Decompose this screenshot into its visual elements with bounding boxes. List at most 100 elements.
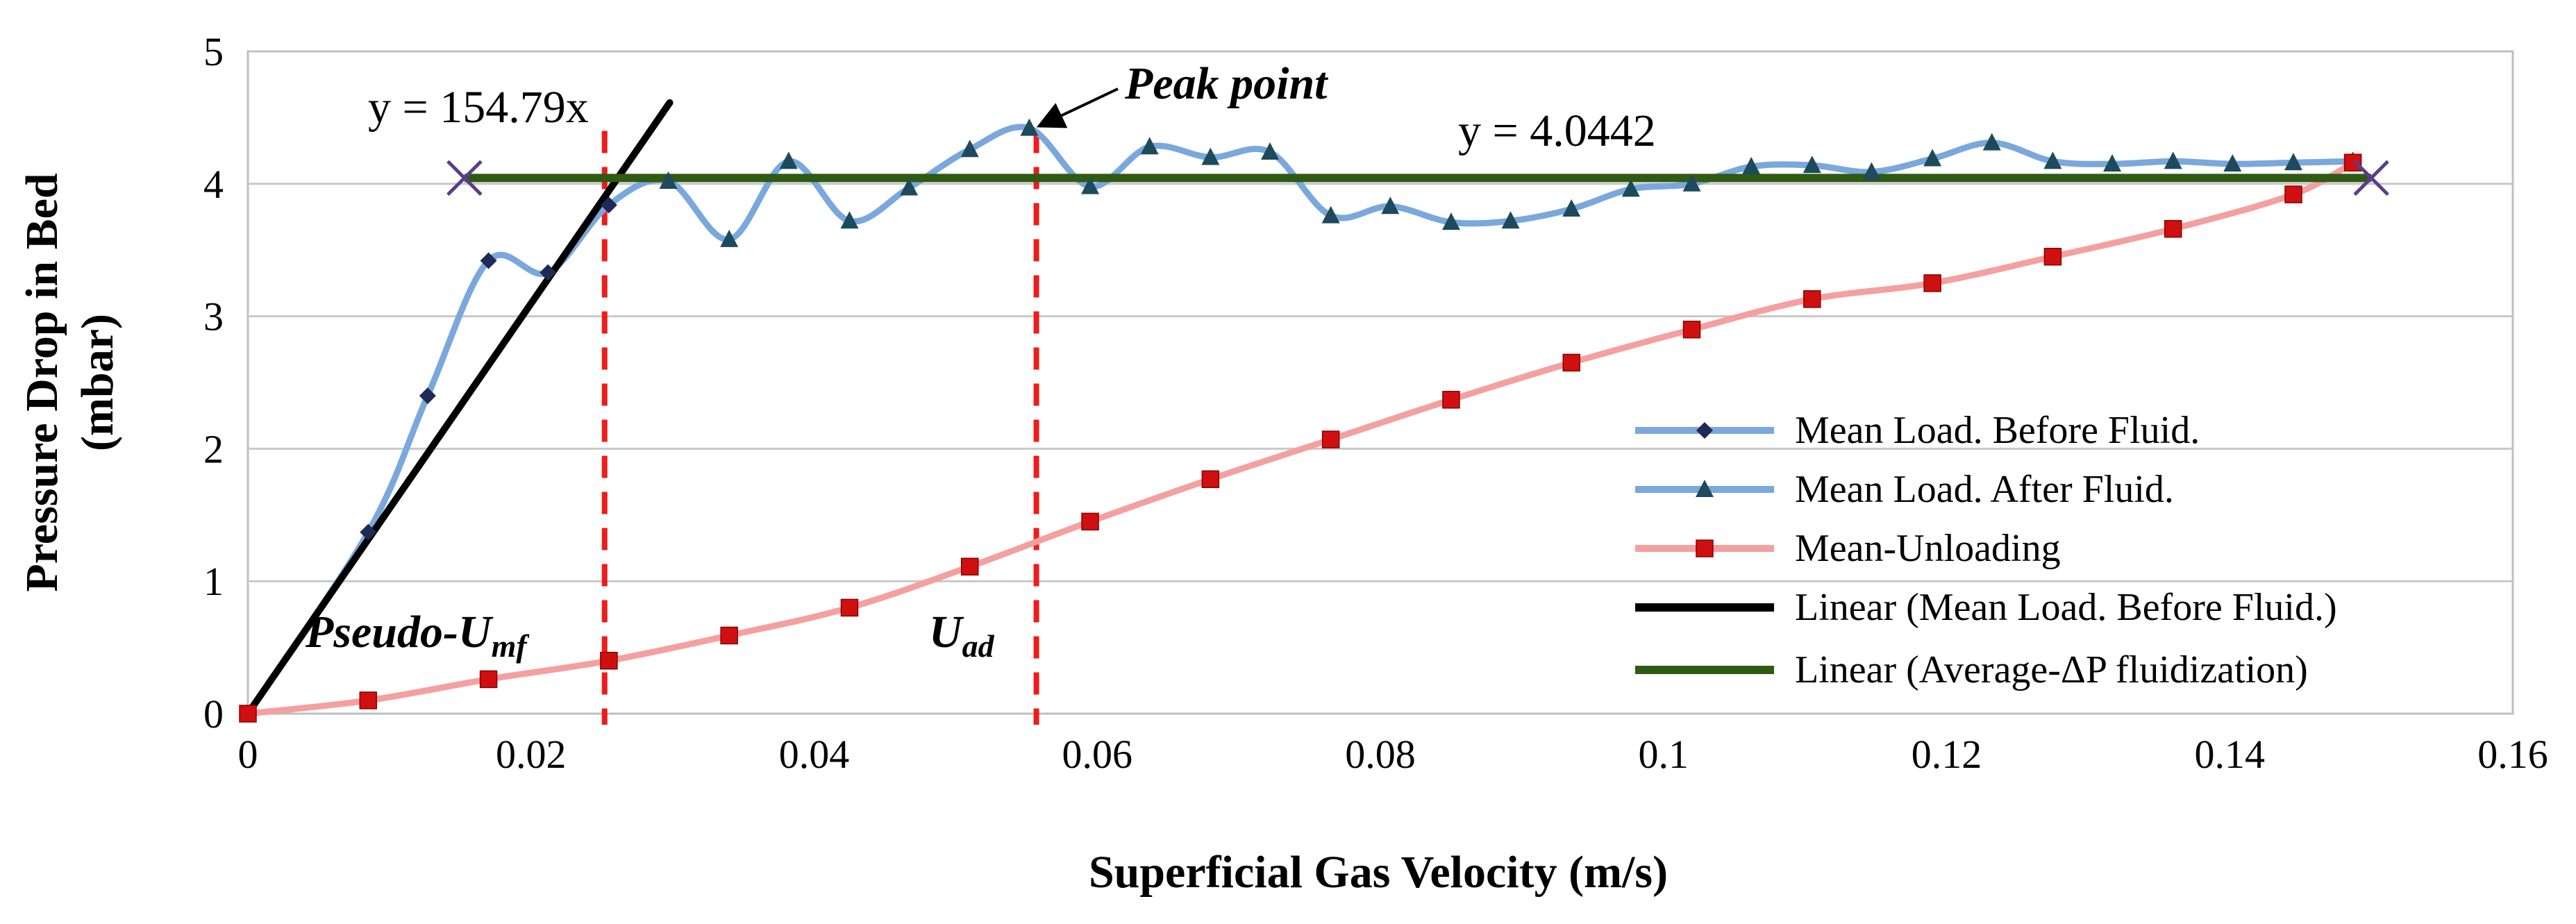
- marker-after-fluid: [1020, 118, 1039, 136]
- peak-point-label: Peak point: [1124, 58, 1328, 109]
- marker-unloading: [1562, 353, 1580, 372]
- marker-unloading: [720, 626, 738, 645]
- y-axis-title: Pressure Drop in Bed (mbar): [17, 173, 123, 591]
- pseudo-umf-label-sub: mf: [492, 628, 530, 664]
- marker-before-fluid: [540, 264, 557, 281]
- marker-after-fluid: [2103, 154, 2122, 172]
- marker-unloading: [1682, 320, 1701, 339]
- pseudo-umf-label: Pseudo-Umf: [305, 607, 530, 664]
- marker-after-fluid: [1381, 196, 1400, 215]
- marker-after-fluid: [2164, 151, 2182, 169]
- uad-label-main: U: [929, 607, 964, 657]
- x-tick-label: 0.08: [1345, 732, 1416, 777]
- marker-after-fluid: [1140, 137, 1159, 155]
- legend-label-linear-average: Linear (Average-ΔP fluidization): [1795, 648, 2308, 691]
- marker-unloading: [2284, 185, 2302, 203]
- marker-before-fluid: [360, 523, 377, 541]
- series-markers: [239, 118, 2389, 723]
- cross-marker-start: [446, 160, 483, 196]
- marker-unloading: [2164, 219, 2182, 238]
- marker-unloading: [2343, 153, 2362, 172]
- x-tick-label: 0.14: [2195, 732, 2266, 777]
- marker-after-fluid: [960, 140, 979, 158]
- y-tick-label: 1: [203, 559, 224, 604]
- marker-after-fluid: [2043, 151, 2062, 169]
- marker-after-fluid: [840, 211, 859, 229]
- x-tick-label: 0.1: [1639, 732, 1689, 777]
- marker-after-fluid: [1501, 211, 1520, 229]
- legend-marker-before-fluid: [1696, 422, 1713, 439]
- legend-marker-after-fluid: [1696, 480, 1714, 497]
- legend-label-before-fluid: Mean Load. Before Fluid.: [1795, 409, 2200, 452]
- trendline-linear-before-fluid: [244, 99, 674, 717]
- x-tick-label: 0.06: [1062, 732, 1133, 777]
- cross-marker-stroke: [446, 160, 483, 196]
- marker-after-fluid: [1441, 212, 1460, 230]
- marker-before-fluid: [480, 252, 497, 269]
- marker-after-fluid: [1321, 205, 1340, 224]
- marker-after-fluid: [1862, 162, 1881, 180]
- legend-marker-unloading: [1696, 539, 1714, 557]
- marker-after-fluid: [1923, 149, 1942, 167]
- marker-after-fluid: [1562, 199, 1581, 217]
- marker-after-fluid: [900, 178, 919, 196]
- marker-unloading: [239, 705, 257, 723]
- marker-after-fluid: [1621, 179, 1640, 197]
- legend-label-unloading: Mean-Unloading: [1795, 527, 2061, 570]
- trend-lines: [244, 99, 2372, 717]
- x-axis-ticks: 0 0.02 0.04 0.06 0.08 0.1 0.12 0.14 0.16: [238, 732, 2548, 777]
- x-tick-label: 0.16: [2477, 732, 2548, 777]
- marker-after-fluid: [1803, 156, 1821, 174]
- cross-marker-end: [2353, 160, 2389, 196]
- y-tick-label: 3: [203, 294, 224, 339]
- peak-point-arrow: [1036, 87, 1119, 128]
- marker-unloading: [1442, 391, 1460, 409]
- marker-after-fluid: [1982, 133, 2001, 151]
- marker-after-fluid: [1081, 176, 1100, 194]
- marker-unloading: [1321, 430, 1340, 448]
- cross-marker-stroke: [2353, 160, 2389, 196]
- uad-label: Uad: [929, 607, 995, 664]
- y-tick-label: 2: [203, 426, 224, 471]
- legend-entry-linear-before-fluid: Linear (Mean Load. Before Fluid.): [1635, 586, 2337, 629]
- marker-after-fluid: [2284, 153, 2302, 171]
- marker-unloading: [600, 651, 618, 670]
- marker-after-fluid: [1260, 142, 1279, 160]
- marker-unloading: [1803, 290, 1821, 308]
- constant-equation-label: y = 4.0442: [1458, 106, 1656, 156]
- marker-unloading: [479, 670, 498, 689]
- vertical-reference-lines: [601, 131, 1039, 725]
- y-axis-title-line2: (mbar): [72, 314, 123, 451]
- marker-after-fluid: [720, 229, 739, 247]
- marker-before-fluid: [600, 196, 617, 214]
- y-tick-label: 5: [203, 29, 224, 74]
- marker-after-fluid: [1682, 174, 1701, 192]
- marker-unloading: [840, 598, 859, 617]
- marker-before-fluid: [419, 387, 436, 405]
- x-tick-label: 0.02: [496, 732, 567, 777]
- marker-unloading: [1923, 274, 1941, 292]
- pseudo-umf-label-main: Pseudo-U: [305, 607, 494, 657]
- legend-label-linear-before-fluid: Linear (Mean Load. Before Fluid.): [1795, 586, 2337, 629]
- legend-entry-unloading: Mean-Unloading: [1635, 527, 2061, 570]
- x-tick-label: 0.12: [1912, 732, 1982, 777]
- marker-after-fluid: [1201, 147, 1220, 165]
- marker-unloading: [359, 691, 378, 709]
- y-tick-label: 0: [203, 691, 224, 737]
- legend-entry-after-fluid: Mean Load. After Fluid.: [1635, 468, 2174, 511]
- legend-entry-before-fluid: Mean Load. Before Fluid.: [1635, 409, 2200, 452]
- marker-after-fluid: [659, 171, 678, 189]
- marker-after-fluid: [1742, 156, 1761, 174]
- marker-unloading: [1201, 470, 1220, 489]
- y-tick-label: 4: [203, 162, 224, 207]
- marker-unloading: [961, 557, 979, 576]
- legend-entry-linear-average: Linear (Average-ΔP fluidization): [1635, 648, 2308, 691]
- grid-lines: [248, 183, 2513, 582]
- x-tick-label: 0.04: [779, 732, 850, 777]
- y-axis-ticks: 0 1 2 3 4 5: [203, 29, 224, 737]
- uad-label-sub: ad: [962, 628, 995, 664]
- x-tick-label: 0: [238, 732, 258, 777]
- legend: Mean Load. Before Fluid. Mean Load. Afte…: [1635, 409, 2337, 691]
- marker-unloading: [1081, 512, 1099, 531]
